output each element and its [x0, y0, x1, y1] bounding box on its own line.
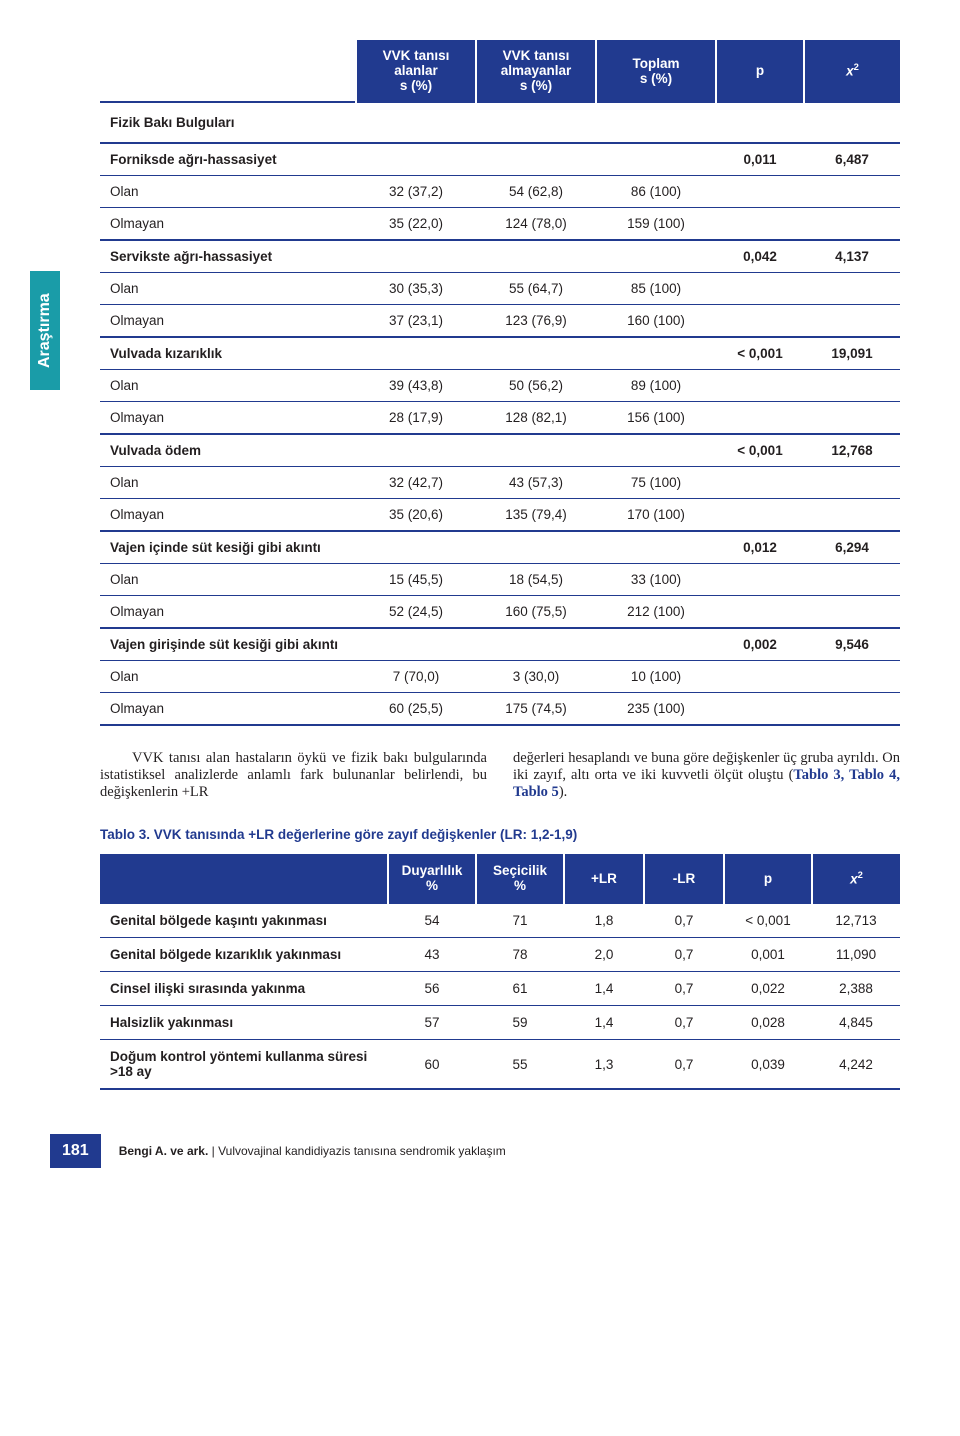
group-p: 0,042 [716, 240, 804, 273]
row-label: Olmayan [100, 693, 356, 726]
table-row: Olmayan35 (22,0)124 (78,0)159 (100) [100, 208, 900, 241]
table-row: Doğum kontrol yöntemi kullanma süresi >1… [100, 1040, 900, 1090]
table-row: Olan30 (35,3)55 (64,7)85 (100) [100, 273, 900, 305]
page-number: 181 [50, 1134, 101, 1168]
table-row: Olan15 (45,5)18 (54,5)33 (100) [100, 564, 900, 596]
footer: 181 Bengi A. ve ark. | Vulvovajinal kand… [100, 1134, 900, 1168]
row-label: Cinsel ilişki sırasında yakınma [100, 972, 388, 1006]
th-col2: VVK tanısı almayanlar s (%) [476, 40, 596, 102]
th2-blank [100, 854, 388, 903]
row-label: Olan [100, 273, 356, 305]
group-chi: 9,546 [804, 628, 900, 661]
table-row: Olmayan28 (17,9)128 (82,1)156 (100) [100, 402, 900, 435]
th-col4: p [716, 40, 804, 102]
row-label: Olan [100, 176, 356, 208]
group-chi: 12,768 [804, 434, 900, 467]
group-chi: 4,137 [804, 240, 900, 273]
table-row: Cinsel ilişki sırasında yakınma56611,40,… [100, 972, 900, 1006]
table-row: Genital bölgede kaşıntı yakınması54711,8… [100, 903, 900, 938]
group-label: Vajen içinde süt kesiği gibi akıntı [100, 531, 356, 564]
group-p: 0,012 [716, 531, 804, 564]
group-p: 0,011 [716, 143, 804, 176]
th2-c3: +LR [564, 854, 644, 903]
table-fizik-baki: VVK tanısı alanlar s (%) VVK tanısı alma… [100, 40, 900, 726]
th-col1: VVK tanısı alanlar s (%) [356, 40, 476, 102]
row-label: Olan [100, 564, 356, 596]
group-chi: 19,091 [804, 337, 900, 370]
group-label: Vajen girişinde süt kesiği gibi akıntı [100, 628, 356, 661]
table-row: Olmayan60 (25,5)175 (74,5)235 (100) [100, 693, 900, 726]
row-label: Olmayan [100, 596, 356, 629]
group-label: Vulvada ödem [100, 434, 356, 467]
body-paragraph: VVK tanısı alan hastaların öykü ve fizik… [100, 750, 900, 801]
group-p: < 0,001 [716, 434, 804, 467]
th2-c5: p [724, 854, 812, 903]
table-row: Olmayan37 (23,1)123 (76,9)160 (100) [100, 305, 900, 338]
group-p: < 0,001 [716, 337, 804, 370]
group-chi: 6,294 [804, 531, 900, 564]
group-label: Vulvada kızarıklık [100, 337, 356, 370]
table-row: Olan7 (70,0)3 (30,0)10 (100) [100, 661, 900, 693]
th2-c4: -LR [644, 854, 724, 903]
body-left: VVK tanısı alan hastaların öykü ve fizik… [100, 750, 487, 800]
fizik-baki-header: Fizik Bakı Bulguları [100, 102, 900, 143]
row-label: Olan [100, 661, 356, 693]
table-row: Olmayan52 (24,5)160 (75,5)212 (100) [100, 596, 900, 629]
table-row: Olan32 (37,2)54 (62,8)86 (100) [100, 176, 900, 208]
row-label: Olan [100, 467, 356, 499]
row-label: Doğum kontrol yöntemi kullanma süresi >1… [100, 1040, 388, 1090]
th2-c2: Seçicilik % [476, 854, 564, 903]
row-label: Olmayan [100, 499, 356, 532]
row-label: Genital bölgede kızarıklık yakınması [100, 938, 388, 972]
row-label: Olmayan [100, 208, 356, 241]
row-label: Olan [100, 370, 356, 402]
table-row: Olmayan35 (20,6)135 (79,4)170 (100) [100, 499, 900, 532]
row-label: Halsizlik yakınması [100, 1006, 388, 1040]
table3-caption: Tablo 3. VVK tanısında +LR değerlerine g… [100, 827, 900, 842]
row-label: Olmayan [100, 305, 356, 338]
table-lr: Duyarlılık % Seçicilik % +LR -LR p x2 Ge… [100, 854, 900, 1090]
footer-text: Bengi A. ve ark. | Vulvovajinal kandidiy… [119, 1144, 506, 1158]
table-row: Olan32 (42,7)43 (57,3)75 (100) [100, 467, 900, 499]
group-p: 0,002 [716, 628, 804, 661]
th2-c6: x2 [812, 854, 900, 903]
group-label: Forniksde ağrı-hassasiyet [100, 143, 356, 176]
side-tab: Araştırma [30, 271, 60, 390]
th2-c1: Duyarlılık % [388, 854, 476, 903]
row-label: Olmayan [100, 402, 356, 435]
group-label: Servikste ağrı-hassasiyet [100, 240, 356, 273]
th-blank [100, 40, 356, 102]
table-row: Genital bölgede kızarıklık yakınması4378… [100, 938, 900, 972]
body-right-c: ). [559, 784, 567, 800]
row-label: Genital bölgede kaşıntı yakınması [100, 903, 388, 938]
group-chi: 6,487 [804, 143, 900, 176]
th-col5: x2 [804, 40, 900, 102]
table-row: Olan39 (43,8)50 (56,2)89 (100) [100, 370, 900, 402]
th-col3: Toplam s (%) [596, 40, 716, 102]
table-row: Halsizlik yakınması57591,40,70,0284,845 [100, 1006, 900, 1040]
